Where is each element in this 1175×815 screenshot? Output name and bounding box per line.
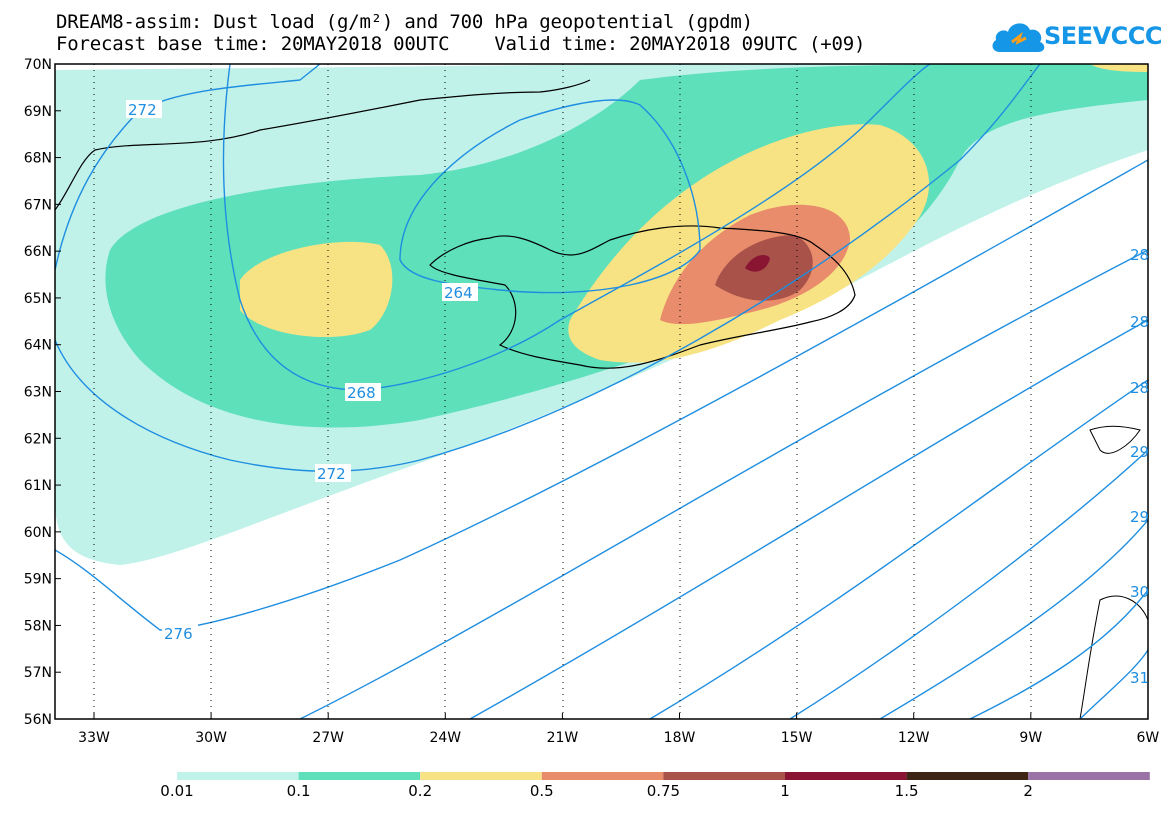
scotland-coast (1079, 595, 1148, 719)
lon-tick-label: 30W (195, 730, 227, 746)
lon-tick-label: 12W (898, 730, 930, 746)
colorbar-swatch (785, 772, 907, 780)
lat-tick-label: 68N (24, 151, 52, 167)
greenland-coast (55, 79, 591, 211)
contour-280b (469, 319, 1148, 719)
colorbar-level-label: 1 (780, 782, 790, 800)
lat-tick-label: 63N (24, 385, 52, 401)
lon-tick-label: 21W (547, 730, 579, 746)
colorbar-level-label: 1.5 (894, 782, 919, 800)
geopotential-contours (55, 64, 1148, 719)
lon-tick-label: 24W (429, 730, 461, 746)
lat-tick-label: 59N (24, 572, 52, 588)
dust-band-1 (745, 255, 770, 272)
lat-labels: 70N 69N 68N 67N 66N 65N 64N 63N 62N 61N 60N 59N 58N 5… (24, 57, 52, 728)
contour-label: 28 (1130, 313, 1149, 331)
lat-tick-label: 70N (24, 57, 52, 73)
contour-label: 264 (444, 284, 473, 302)
colorbar-level-label: 0.5 (529, 782, 554, 800)
faroe-coast (1089, 425, 1141, 454)
contour-300 (1079, 649, 1148, 719)
lat-tick-label: 66N (24, 244, 52, 260)
lat-tick-label: 58N (24, 618, 52, 634)
lat-tick-label: 69N (24, 104, 52, 120)
colorbar-level-label: 0.01 (160, 782, 194, 800)
cloud-icon (992, 23, 1045, 52)
contour-label: 28 (1130, 246, 1149, 264)
lat-tick-label: 64N (24, 338, 52, 354)
contour-292 (879, 519, 1148, 719)
lat-tick-label: 65N (24, 291, 52, 307)
contour-272-south (55, 64, 1041, 472)
contour-label: 29 (1130, 443, 1149, 461)
contour-label: 28 (1130, 379, 1149, 397)
colorbar-swatch (420, 772, 542, 780)
colorbar-swatch (298, 772, 421, 780)
contour-label: 268 (347, 384, 376, 402)
colorbar-level-label: 2 (1023, 782, 1033, 800)
contour-label: 31 (1130, 669, 1149, 687)
dust-field (55, 64, 1148, 719)
lon-tick-label: 27W (312, 730, 344, 746)
axis-ticks (55, 63, 1149, 720)
lon-tick-label: 6W (1137, 730, 1160, 746)
lat-tick-label: 60N (24, 525, 52, 541)
contour-268 (222, 64, 931, 391)
logo-text: SEEVCCC (1044, 22, 1163, 50)
colorbar-level-label: 0.1 (286, 782, 311, 800)
colorbar-level-label: 0.2 (408, 782, 433, 800)
contour-296 (969, 589, 1148, 719)
lon-tick-label: 18W (664, 730, 696, 746)
contour-264 (399, 99, 701, 294)
contour-label: 29 (1130, 508, 1149, 526)
lat-tick-label: 67N (24, 197, 52, 213)
contour-label: 272 (128, 101, 157, 119)
dust-band-0.2-ne (1090, 64, 1148, 72)
contour-284 (649, 379, 1148, 719)
contour-280a (299, 249, 1148, 719)
lon-tick-label: 9W (1019, 730, 1042, 746)
contour-label: 272 (317, 465, 346, 483)
colorbar-swatch (1028, 772, 1150, 780)
dust-band-0.2-west (240, 241, 393, 338)
lat-tick-label: 62N (24, 431, 52, 447)
chart-title-line1: DREAM8-assim: Dust load (g/m²) and 700 h… (56, 11, 753, 33)
seevccc-logo: SEEVCCC (990, 16, 1163, 60)
contour-276 (55, 159, 1148, 631)
contour-label: 30 (1130, 583, 1149, 601)
contour-label-group: 272 264 268 272 276 28 28 28 29 29 30 31 (126, 100, 1149, 687)
colorbar-swatch (906, 772, 1029, 780)
lat-tick-label: 61N (24, 478, 52, 494)
contour-label: 276 (164, 625, 193, 643)
colorbar-swatch (541, 772, 664, 780)
lon-tick-label: 15W (781, 730, 813, 746)
colorbar (177, 772, 1150, 780)
lon-labels: 33W 30W 27W 24W 21W 18W 15W 12W 9W 6W (78, 730, 1159, 746)
iceland-coast (429, 225, 856, 369)
lon-tick-label: 33W (78, 730, 110, 746)
contour-288 (789, 449, 1148, 719)
colorbar-level-label: 0.75 (646, 782, 681, 800)
lat-tick-label: 56N (24, 712, 52, 728)
lat-tick-label: 57N (24, 665, 52, 681)
colorbar-swatch (177, 772, 299, 780)
colorbar-swatch (663, 772, 785, 780)
chart-title-line2: Forecast base time: 20MAY2018 00UTC Vali… (56, 33, 866, 55)
